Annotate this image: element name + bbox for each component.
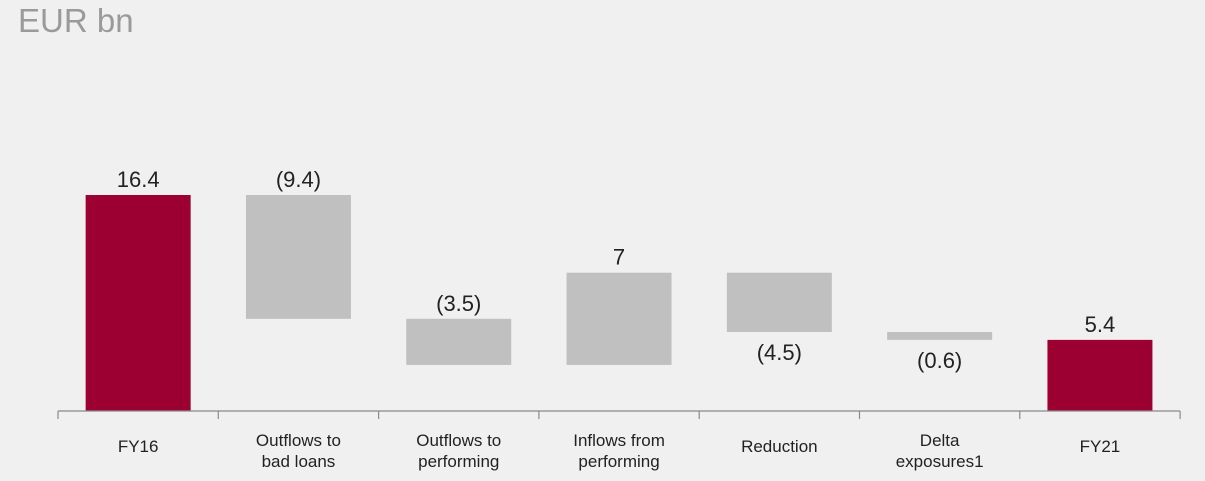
category-label-1-1: bad loans: [262, 452, 336, 471]
category-label-5-0: Delta: [920, 431, 960, 450]
bar-3: [566, 272, 672, 365]
data-label-6: 5.4: [1085, 312, 1116, 337]
bar-4: [726, 272, 832, 332]
x-axis: [57, 410, 1181, 419]
bar-2: [406, 318, 512, 365]
category-label-4-0: Reduction: [741, 437, 818, 456]
category-label-5-1: exposures1: [896, 452, 984, 471]
data-label-3: 7: [613, 245, 625, 270]
unit-label: EUR bn: [18, 2, 134, 39]
category-label-2-0: Outflows to: [416, 431, 501, 450]
data-label-1: (9.4): [276, 167, 321, 192]
data-label-5: (0.6): [917, 348, 962, 373]
data-label-0: 16.4: [117, 167, 160, 192]
bars-group: [85, 195, 1153, 411]
bar-0: [85, 195, 191, 411]
data-labels-group: 16.4 (9.4) (3.5) 7 (4.5) (0.6) 5.4: [117, 167, 1116, 373]
bar-6: [1047, 339, 1153, 411]
bar-1: [245, 195, 351, 319]
category-label-1-0: Outflows to: [256, 431, 341, 450]
bar-5: [887, 331, 993, 340]
data-label-4: (4.5): [757, 340, 802, 365]
category-label-3-0: Inflows from: [573, 431, 665, 450]
category-label-6-0: FY21: [1080, 437, 1121, 456]
category-labels-group: FY16 Outflows to bad loans Outflows to perfo…: [118, 431, 1120, 471]
category-label-2-1: performing: [418, 452, 499, 471]
category-label-3-1: performing: [578, 452, 659, 471]
category-label-0-0: FY16: [118, 437, 159, 456]
data-label-2: (3.5): [436, 291, 481, 316]
